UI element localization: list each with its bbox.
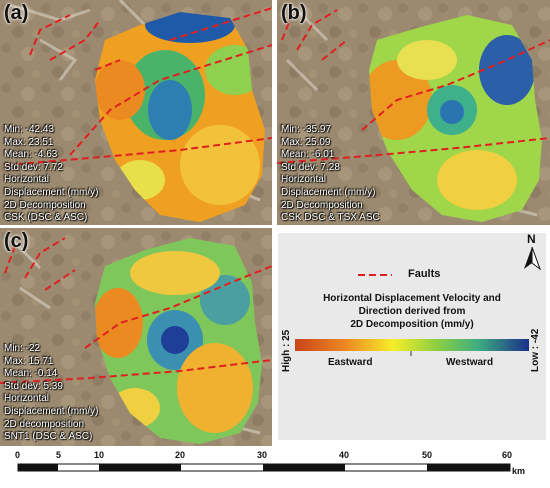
scale-tick-40: 40 xyxy=(339,450,350,460)
stat-min: Min: -35.97 xyxy=(281,124,332,135)
panel-c: (c) Min: -22 Max: 15.71 Mean: -0.14 Std … xyxy=(0,228,272,446)
westward-label: Westward xyxy=(446,357,494,368)
scale-unit: km xyxy=(512,466,526,476)
panel-a-label: (a) xyxy=(4,2,29,24)
eastward-label: Eastward xyxy=(328,357,373,368)
stat-desc-1: Horizontal xyxy=(4,174,50,186)
color-ramp xyxy=(295,339,529,351)
stat-desc-1: Horizontal xyxy=(281,174,327,186)
stat-min: Min: -42.43 xyxy=(4,124,55,135)
stat-desc-3: 2D Decomposition xyxy=(4,199,86,211)
scale-tick-30: 30 xyxy=(257,450,268,460)
panel-b: (b) Min: -35.97 Max: 25.09 Mean: -6.01 S… xyxy=(277,0,550,225)
panel-b-stats: Min: -35.97 Max: 25.09 Mean: -6.01 Std d… xyxy=(281,124,380,225)
scale-tick-20: 20 xyxy=(175,450,186,460)
stat-desc-3: 2D Decomposition xyxy=(281,199,363,211)
stat-desc-4: SNT1 (DSC & ASC) xyxy=(4,431,93,443)
stat-desc-3: 2D decomposition xyxy=(4,418,85,430)
scale-bar-graphic xyxy=(17,463,511,472)
map-b xyxy=(277,0,550,225)
north-label: N xyxy=(527,232,536,246)
legend-title-3: 2D Decomposition (mm/y) xyxy=(350,319,474,330)
stat-desc-2: Displacement (mm/y) xyxy=(4,405,99,417)
stat-min: Min: -22 xyxy=(4,343,41,354)
north-arrow-icon xyxy=(524,246,542,271)
scale-tick-60: 60 xyxy=(502,450,513,460)
faults-label: Faults xyxy=(408,268,441,280)
panel-b-label: (b) xyxy=(281,2,307,24)
stat-desc-2: Displacement (mm/y) xyxy=(281,186,376,198)
scale-tick-5: 5 xyxy=(56,450,62,460)
low-label: Low : -42 xyxy=(530,328,541,372)
stat-mean: Mean: -0.14 xyxy=(4,368,58,380)
high-label: High : 25 xyxy=(281,329,292,372)
stat-stddev: Std dev: 5.39 xyxy=(4,380,63,392)
panel-a: (a) Min: -42.43 Max: 23.51 Mean: -4.63 S… xyxy=(0,0,272,225)
legend-title-2: Direction derived from xyxy=(358,306,466,317)
stat-max: Max: 25.09 xyxy=(281,136,331,148)
stat-max: Max: 23.51 xyxy=(4,136,54,148)
stat-mean: Mean: -4.63 xyxy=(4,149,58,161)
stat-max: Max: 15.71 xyxy=(4,355,54,367)
panel-c-stats: Min: -22 Max: 15.71 Mean: -0.14 Std dev:… xyxy=(4,343,98,444)
stat-desc-4: CSK DSC & TSX ASC xyxy=(281,212,380,224)
map-a xyxy=(0,0,272,225)
panel-c-label: (c) xyxy=(4,230,29,252)
scale-tick-10: 10 xyxy=(94,450,105,460)
panel-a-stats: Min: -42.43 Max: 23.51 Mean: -4.63 Std d… xyxy=(4,124,98,225)
stat-desc-4: CSK (DSC & ASC) xyxy=(4,212,88,224)
map-c xyxy=(0,228,272,446)
map-legend: N Faults Horizontal Displacement Velocit… xyxy=(278,232,546,440)
legend-title-1: Horizontal Displacement Velocity and xyxy=(323,293,501,304)
scale-tick-50: 50 xyxy=(422,450,433,460)
stat-desc-1: Horizontal xyxy=(4,393,50,405)
stat-desc-2: Displacement (mm/y) xyxy=(4,186,99,198)
stat-mean: Mean: -6.01 xyxy=(281,149,335,161)
legend-graphics xyxy=(295,246,542,356)
stat-stddev: Std dev: 7.72 xyxy=(4,161,63,173)
stat-stddev: Std dev: 7.28 xyxy=(281,161,340,173)
scale-bar: 0 5 10 20 30 40 50 60 km xyxy=(0,450,550,488)
scale-tick-0: 0 xyxy=(15,450,21,460)
